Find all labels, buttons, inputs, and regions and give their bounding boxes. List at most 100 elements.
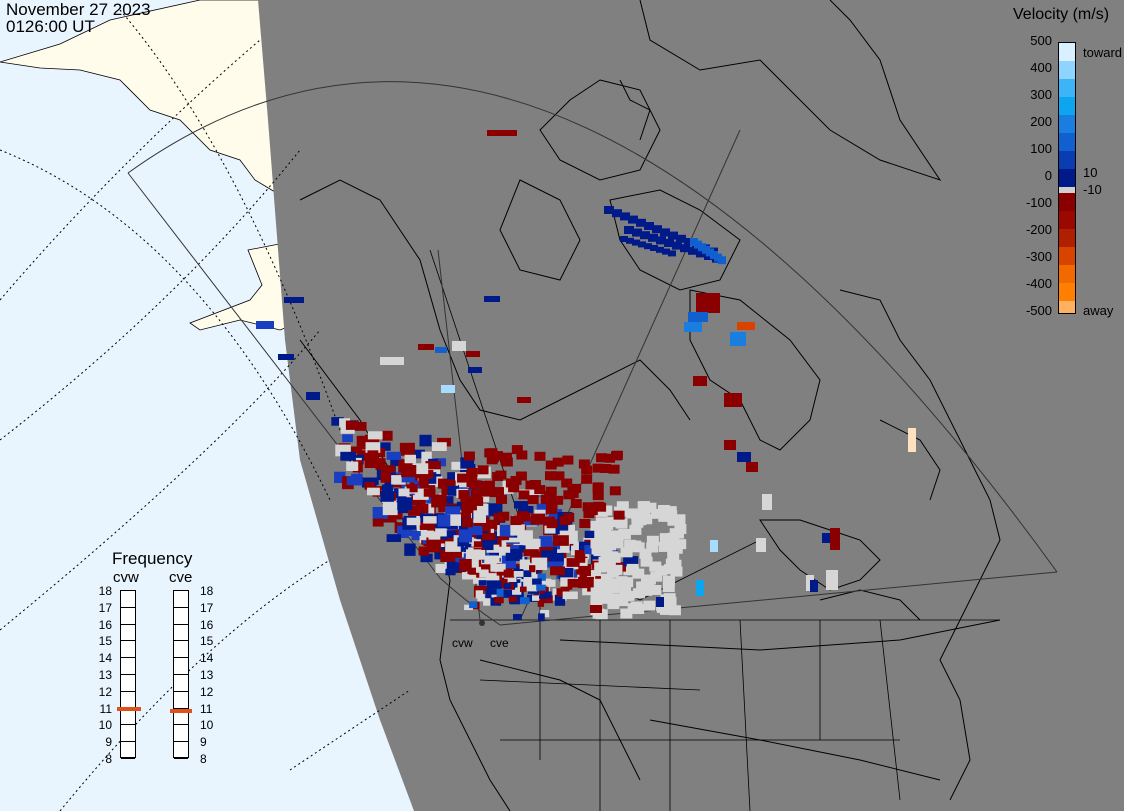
colorbar-tick: -100 bbox=[1025, 195, 1052, 210]
scatter-cell bbox=[571, 541, 583, 550]
scatter-cell bbox=[468, 367, 482, 373]
scatter-cell bbox=[562, 455, 574, 465]
frequency-cell bbox=[174, 675, 188, 692]
scatter-cell bbox=[421, 451, 432, 464]
scatter-cell bbox=[447, 485, 460, 496]
scatter-cell bbox=[693, 376, 707, 386]
scatter-cell bbox=[590, 538, 603, 549]
scatter-cell bbox=[484, 296, 500, 302]
scatter-cell bbox=[656, 236, 666, 245]
scatter-cell bbox=[472, 496, 484, 506]
scatter-cell bbox=[521, 570, 532, 580]
scatter-cell bbox=[361, 450, 373, 461]
scatter-cell bbox=[658, 541, 671, 552]
scatter-layer bbox=[256, 130, 916, 622]
scatter-cell bbox=[640, 231, 650, 240]
scatter-cell bbox=[527, 495, 539, 505]
scatter-cell bbox=[342, 434, 353, 443]
scatter-cell bbox=[382, 502, 398, 516]
frequency-marker-cvw bbox=[117, 707, 141, 712]
scatter-cell bbox=[554, 594, 566, 606]
scatter-cell bbox=[607, 583, 620, 594]
scatter-cell bbox=[452, 341, 466, 351]
scatter-cell bbox=[523, 549, 539, 557]
scatter-cell bbox=[481, 564, 496, 573]
scatter-cell bbox=[613, 510, 625, 520]
scatter-cell bbox=[517, 397, 531, 403]
frequency-tick: 11 bbox=[200, 701, 213, 716]
frequency-tick: 18 bbox=[98, 584, 112, 598]
scatter-cell bbox=[483, 480, 495, 490]
scatter-cell bbox=[512, 614, 522, 620]
scatter-cell bbox=[510, 516, 522, 526]
scatter-cell bbox=[495, 470, 507, 480]
scatter-cell bbox=[503, 583, 512, 589]
scatter-cell bbox=[437, 437, 451, 447]
scatter-cell bbox=[574, 550, 586, 563]
scatter-cell bbox=[466, 467, 478, 477]
scatter-cell bbox=[487, 130, 517, 136]
scatter-cell bbox=[581, 474, 593, 484]
scatter-cell bbox=[335, 444, 351, 457]
scatter-cell bbox=[440, 549, 456, 563]
scatter-cell bbox=[552, 495, 564, 505]
scatter-cell bbox=[810, 580, 818, 592]
site-label-cvw: cvw bbox=[452, 636, 473, 650]
scatter-cell bbox=[660, 228, 670, 237]
radar-label-cvw: cvw bbox=[113, 569, 139, 586]
scatter-cell bbox=[676, 234, 686, 243]
scatter-cell bbox=[451, 461, 468, 470]
frequency-tick: 16 bbox=[98, 617, 112, 632]
scatter-cell bbox=[590, 605, 602, 613]
scatter-cell bbox=[418, 546, 430, 556]
scatter-cell bbox=[593, 546, 606, 557]
scatter-cell bbox=[484, 555, 500, 567]
scatter-cell bbox=[662, 248, 670, 255]
scatter-cell bbox=[420, 553, 433, 563]
scatter-cell bbox=[468, 526, 483, 536]
scatter-cell bbox=[670, 566, 683, 577]
scatter-cell bbox=[607, 599, 620, 610]
scatter-cell bbox=[473, 510, 486, 523]
scatter-cell bbox=[354, 421, 367, 431]
scatter-cell bbox=[477, 465, 489, 475]
frequency-tick: 8 bbox=[105, 752, 112, 766]
date-label: November 27 2023 bbox=[6, 0, 151, 19]
scatter-cell bbox=[461, 518, 473, 528]
scatter-cell bbox=[529, 565, 536, 573]
scatter-cell bbox=[822, 533, 832, 543]
colorbar-tick: 0 bbox=[1044, 168, 1052, 183]
scatter-cell bbox=[610, 530, 623, 541]
scatter-cell bbox=[372, 506, 388, 519]
scatter-cell bbox=[565, 531, 576, 544]
scatter-cell bbox=[592, 608, 605, 619]
scatter-cell bbox=[404, 454, 417, 464]
scatter-cell bbox=[418, 344, 434, 350]
scatter-cell bbox=[561, 478, 573, 488]
scatter-cell bbox=[423, 516, 437, 524]
colorbar-tick: 300 bbox=[1030, 87, 1052, 102]
scatter-cell bbox=[584, 539, 597, 551]
frequency-cell bbox=[121, 591, 135, 608]
scatter-cell bbox=[652, 225, 662, 234]
scatter-cell bbox=[592, 491, 604, 501]
scatter-cell bbox=[428, 531, 441, 540]
scatter-cell bbox=[477, 593, 485, 602]
scatter-cell bbox=[431, 442, 447, 451]
scatter-cell bbox=[646, 542, 659, 553]
scatter-cell bbox=[668, 250, 676, 257]
scatter-cell bbox=[525, 480, 537, 490]
scatter-cell bbox=[587, 570, 602, 581]
scatter-cell bbox=[618, 528, 631, 539]
scatter-cell bbox=[380, 490, 395, 502]
scatter-cell bbox=[398, 488, 410, 497]
colorbar-segment bbox=[1059, 229, 1075, 247]
scatter-cell bbox=[596, 593, 609, 604]
frequency-cell bbox=[174, 692, 188, 709]
scatter-cell bbox=[408, 505, 424, 516]
frequency-tick: 13 bbox=[98, 668, 112, 682]
scatter-cell bbox=[446, 561, 458, 573]
scatter-cell bbox=[580, 564, 591, 577]
velocity-colorbar bbox=[1058, 42, 1076, 314]
